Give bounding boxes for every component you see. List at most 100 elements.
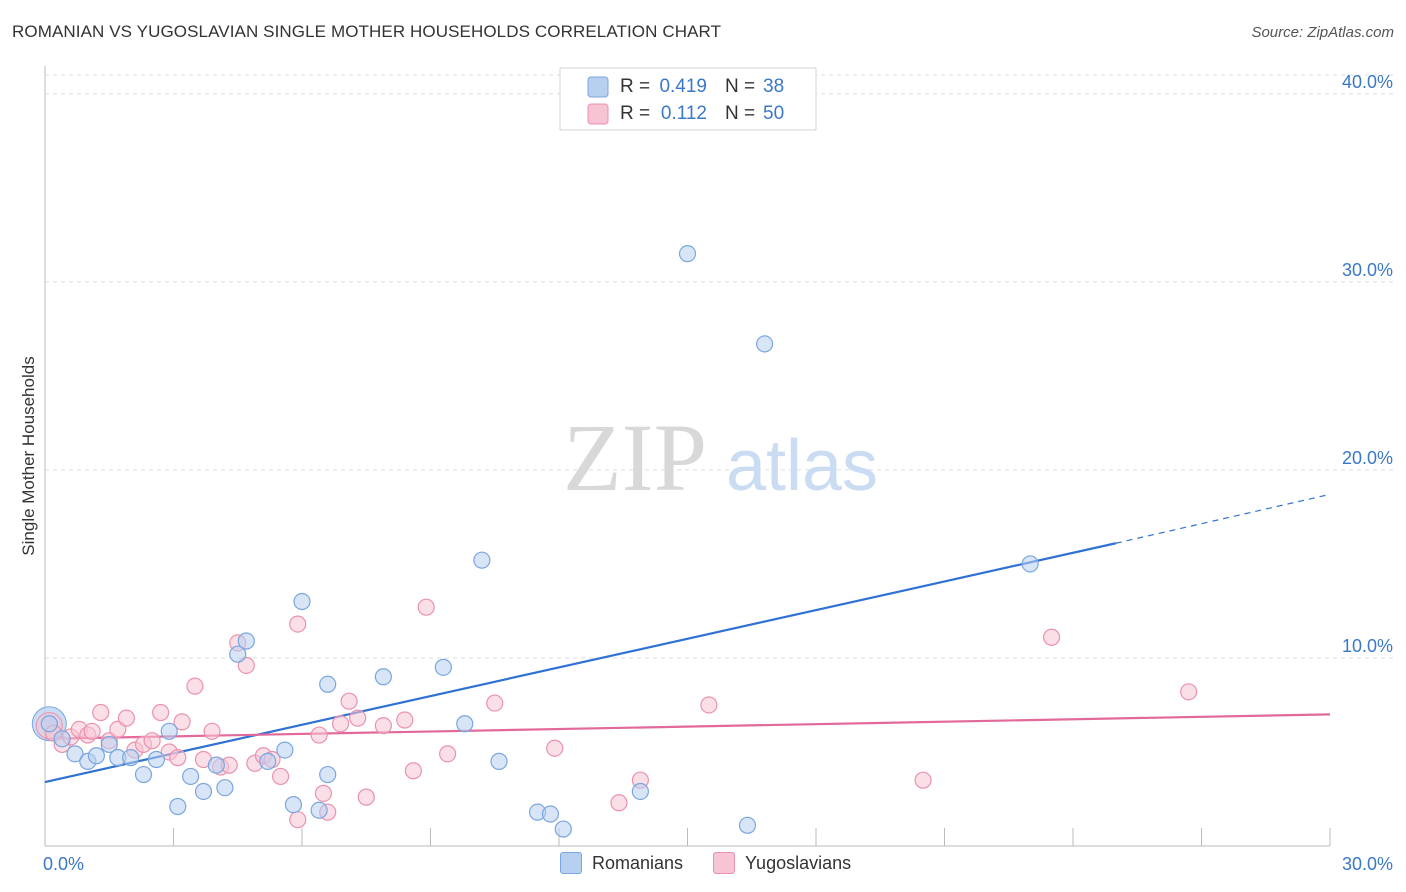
romanian-point: [216, 779, 234, 797]
yugoslavian-point: [439, 745, 457, 763]
legend-r-label: R =: [620, 103, 650, 124]
romanian-point: [284, 796, 303, 814]
romanians-trend-line: [44, 542, 1117, 784]
romanian-point: [100, 735, 118, 754]
trend-lines: [44, 493, 1331, 784]
yugoslavian-point: [404, 762, 422, 780]
gridlines: 10.0% 20.0% 30.0% 40.0%: [45, 72, 1395, 659]
romanian-point: [490, 752, 508, 770]
romanian-point: [276, 741, 294, 759]
legend-item-yugoslavians[interactable]: Yugoslavians: [713, 852, 851, 874]
yugoslavian-point: [186, 677, 204, 695]
yugoslavian-point: [152, 703, 170, 722]
romanian-point: [755, 335, 774, 353]
romanian-point: [319, 675, 337, 693]
romanian-point: [259, 752, 277, 770]
y-tick-label: 20.0%: [1342, 448, 1393, 468]
yugoslavian-point: [289, 615, 307, 633]
yugoslavian-point: [169, 749, 187, 767]
yugoslavian-point: [610, 794, 628, 812]
legend-top: R = 0.419 N = 38 R = 0.112 N = 50: [559, 67, 817, 131]
yugoslavian-point: [417, 598, 435, 616]
yugoslavian-point: [143, 732, 161, 750]
yugoslavian-point: [914, 771, 932, 789]
romanian-point: [194, 782, 213, 801]
yugoslavian-point: [396, 711, 414, 729]
legend-item-romanians[interactable]: Romanians: [560, 852, 683, 874]
romanian-point: [134, 765, 153, 784]
yugoslavian-point: [310, 726, 328, 744]
x-tick-label: 0.0%: [43, 854, 84, 874]
romanian-point: [434, 658, 452, 676]
romanian-point: [122, 749, 140, 767]
yugoslavian-point: [331, 715, 350, 733]
romanian-point: [293, 592, 311, 611]
x-tick-label: 30.0%: [1342, 854, 1393, 874]
chart-title: ROMANIAN VS YUGOSLAVIAN SINGLE MOTHER HO…: [12, 22, 722, 41]
y-tick-label: 40.0%: [1342, 72, 1393, 92]
romanian-point: [554, 820, 572, 838]
yugoslavian-point: [117, 709, 135, 727]
romanian-point: [40, 715, 58, 733]
legend-n-value: 38: [763, 76, 784, 97]
romanian-point: [207, 756, 225, 774]
romanian-point: [169, 797, 187, 816]
yugoslavians-label: Yugoslavians: [745, 852, 852, 873]
romanian-point: [182, 767, 200, 786]
romanians-label: Romanians: [592, 852, 684, 873]
axes: 0.0% 30.0%: [43, 66, 1393, 874]
yugoslavian-point: [546, 739, 564, 757]
legend-n-label: N =: [725, 76, 755, 97]
romanian-point: [473, 551, 491, 569]
y-tick-label: 30.0%: [1342, 260, 1393, 280]
romanian-point: [160, 722, 178, 740]
yugoslavian-point: [700, 696, 718, 714]
y-axis-label-group: Single Mother Households: [19, 356, 38, 555]
watermark: ZIP atlas: [563, 404, 878, 511]
source-credit: Source: ZipAtlas.com: [1251, 24, 1394, 41]
legend-n-value: 50: [763, 103, 784, 124]
yugoslavian-point: [203, 722, 221, 740]
legend-r-label: R =: [620, 76, 650, 97]
watermark-zip: ZIP: [563, 404, 707, 511]
romanian-point: [319, 765, 337, 784]
romanian-point: [456, 715, 474, 733]
yugoslavians-trend-line: [44, 713, 1331, 740]
yugoslavian-point: [357, 788, 375, 806]
yugoslavian-point: [1042, 628, 1061, 646]
romanian-point: [237, 632, 255, 650]
yugoslavian-point: [314, 784, 333, 802]
y-axis-label: Single Mother Households: [19, 356, 38, 555]
yugoslavian-point: [271, 767, 290, 786]
yugoslavian-point: [349, 709, 367, 727]
data-points: [31, 245, 1198, 838]
romanian-point: [678, 245, 697, 263]
yugoslavian-point: [1180, 683, 1198, 701]
romanian-point: [374, 668, 392, 686]
y-tick-label: 10.0%: [1342, 636, 1393, 656]
watermark-atlas: atlas: [726, 426, 878, 506]
romanian-point: [541, 805, 560, 823]
romanian-point: [66, 745, 84, 763]
romanian-point: [310, 801, 328, 819]
romanians-trend-extension: [1115, 493, 1331, 544]
yugoslavians-swatch: [713, 852, 736, 874]
romanian-point: [87, 747, 106, 765]
romanian-point: [147, 750, 165, 769]
legend-romanians-swatch: [587, 76, 609, 98]
romanian-point: [738, 816, 757, 834]
yugoslavian-point: [374, 717, 392, 735]
yugoslavian-point: [340, 692, 358, 710]
yugoslavian-point: [486, 694, 504, 712]
legend-r-value: 0.112: [661, 103, 707, 124]
yugoslavian-point: [173, 713, 191, 731]
romanian-point: [229, 645, 247, 663]
romanian-point: [1021, 555, 1039, 573]
legend-yugoslavians-swatch: [587, 103, 609, 125]
yugoslavian-point: [289, 811, 307, 829]
romanian-point: [631, 782, 649, 801]
yugoslavian-point: [92, 703, 110, 722]
legend-n-label: N =: [725, 103, 755, 124]
yugoslavian-point: [83, 722, 101, 740]
